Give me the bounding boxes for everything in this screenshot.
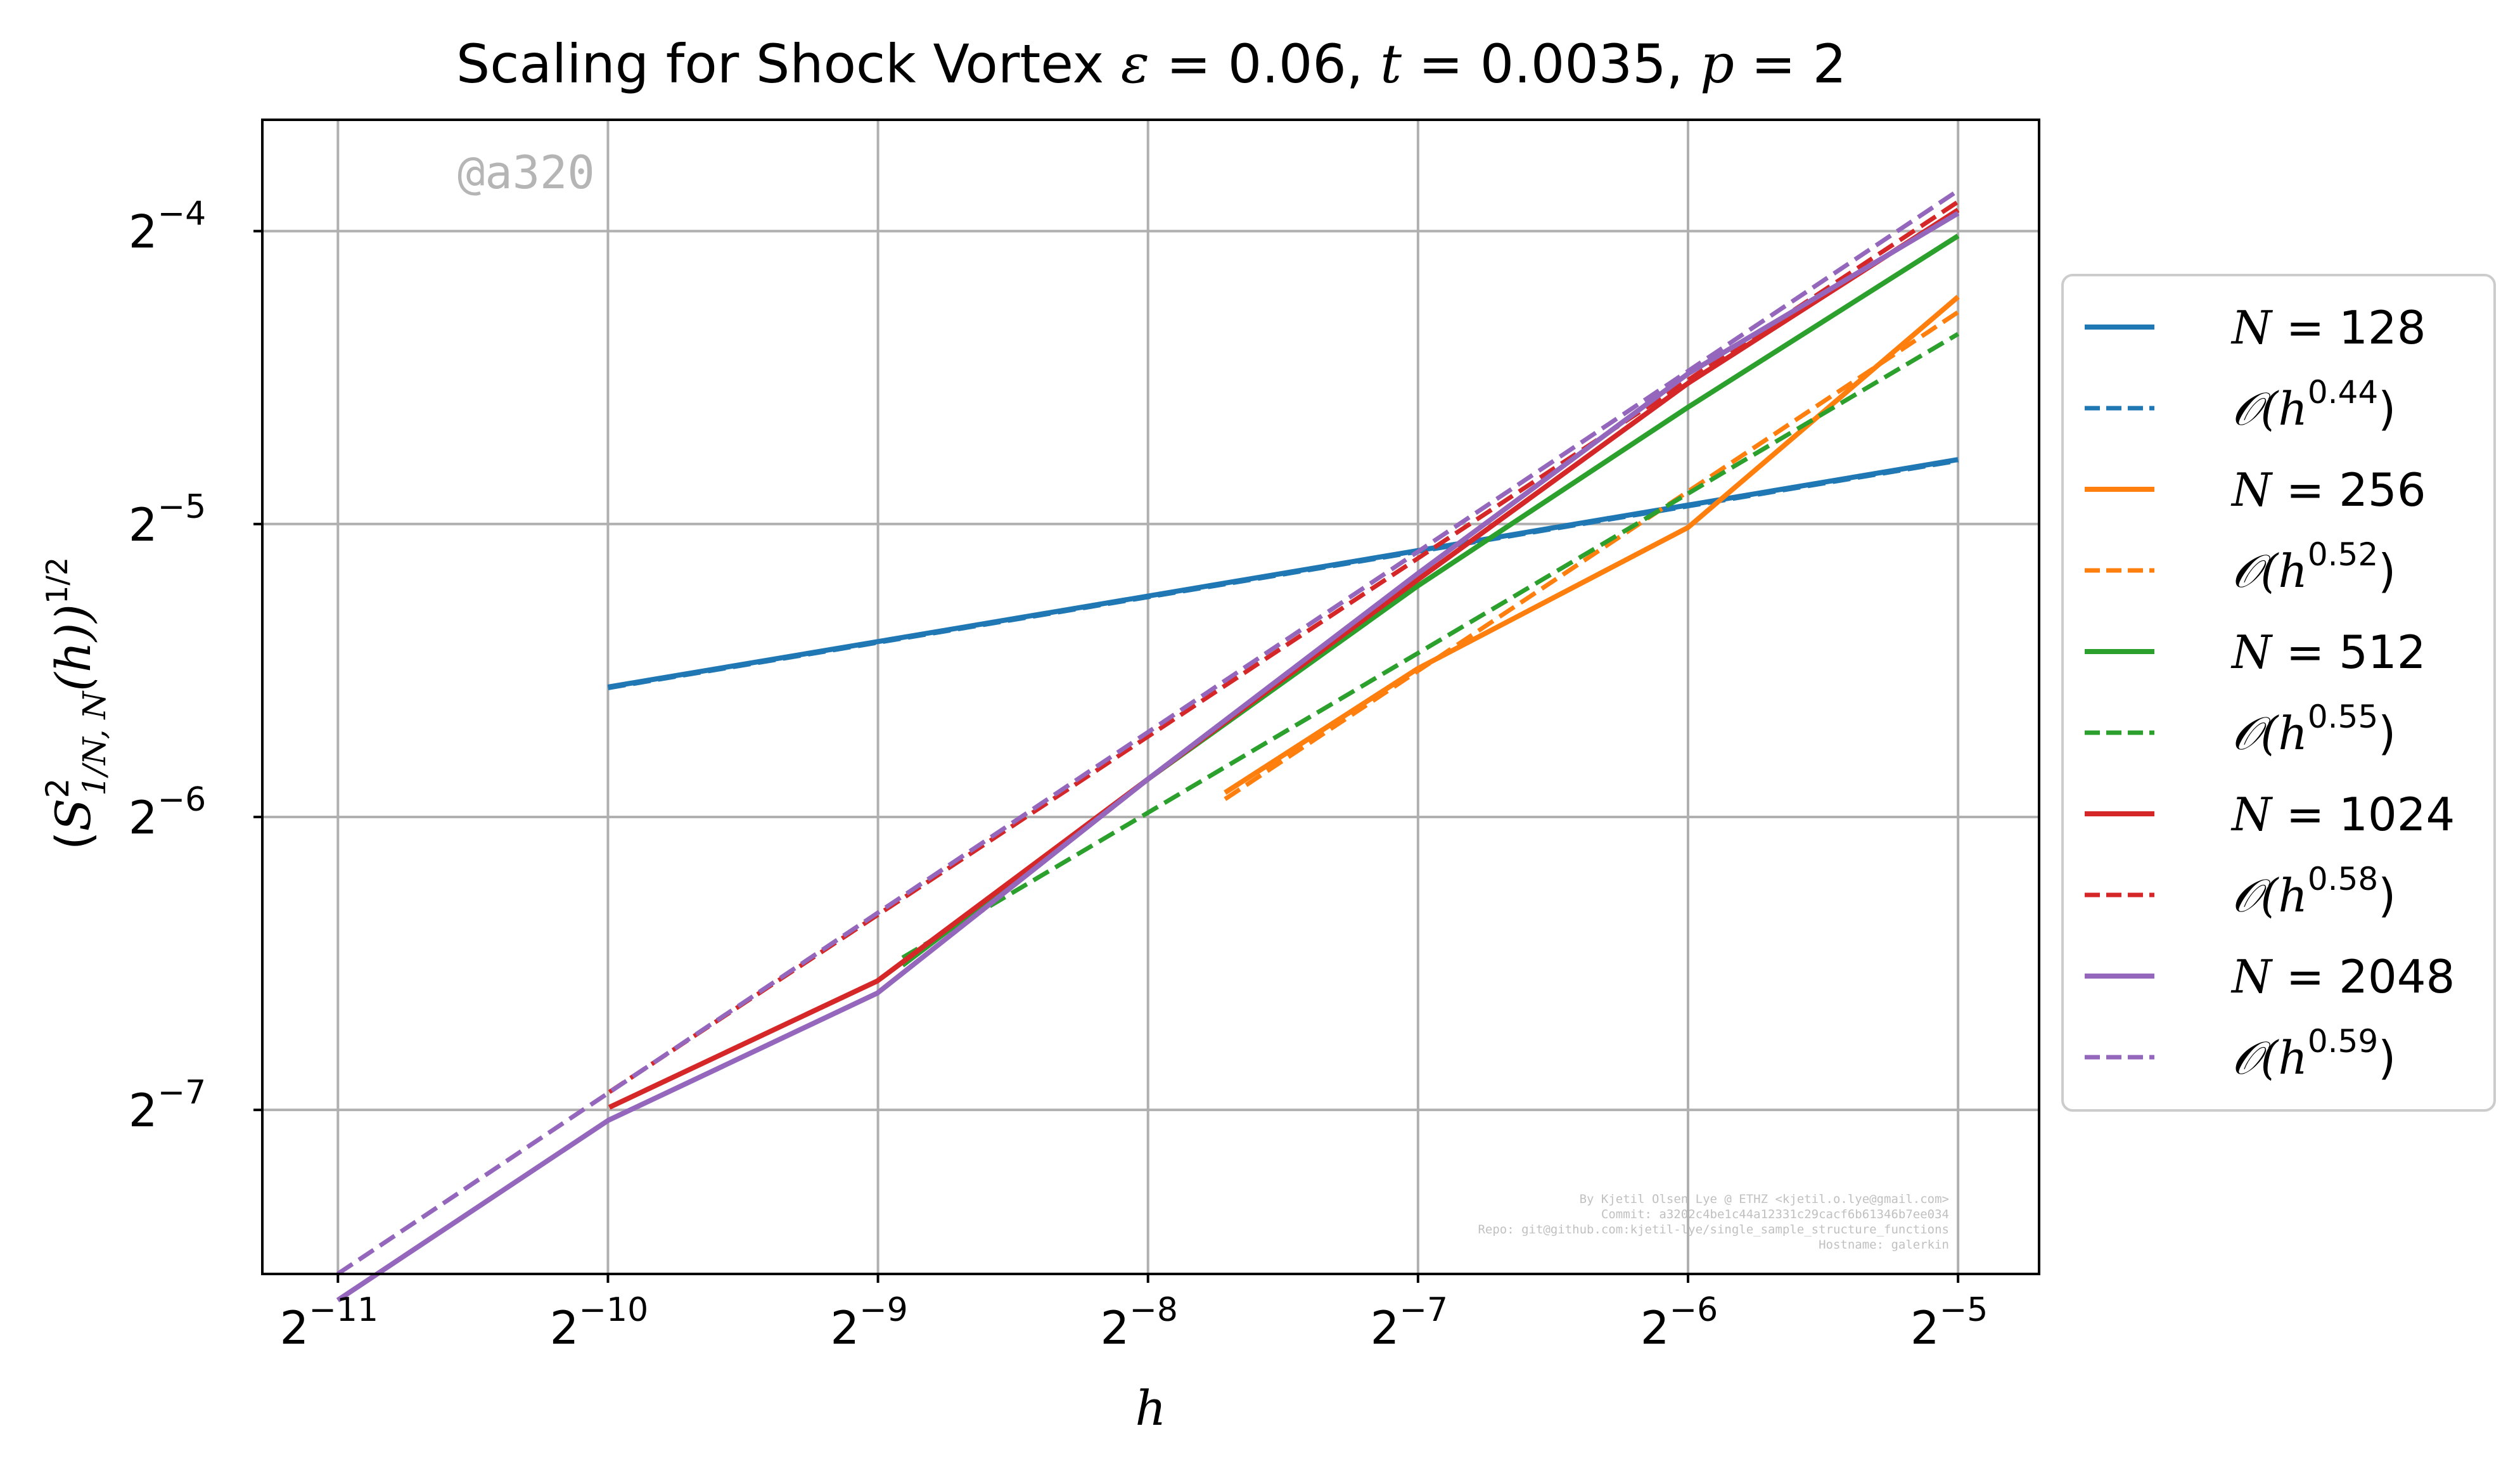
series-line--h-0.55- xyxy=(901,331,1959,960)
legend-entry: N = 2048 xyxy=(2085,950,2455,1003)
y-tick-label: 2−7 xyxy=(129,1074,206,1137)
legend: N = 128 𝒪(h0.44) N = 256 𝒪(h0.52) N = 512 𝒪(h… xyxy=(2061,274,2496,1112)
x-tick-label: 2−11 xyxy=(280,1291,379,1354)
legend-label: 𝒪(h0.59) xyxy=(2232,1023,2396,1084)
svg-text:(S21/N, N(h))1/2: (S21/N, N(h))1/2 xyxy=(39,557,113,850)
legend-entry: N = 1024 xyxy=(2085,788,2455,841)
series-line--h-0.59- xyxy=(336,188,1960,1276)
legend-entry: N = 256 xyxy=(2085,463,2426,517)
legend-label: 𝒪(h0.55) xyxy=(2232,698,2396,760)
legend-label: 𝒪(h0.52) xyxy=(2232,536,2396,598)
legend-entry: N = 128 xyxy=(2085,301,2426,354)
x-tick-label: 2−9 xyxy=(830,1291,907,1354)
legend-entry: N = 512 xyxy=(2085,626,2426,679)
legend-box xyxy=(2061,274,2496,1112)
legend-label: N = 1024 xyxy=(2230,788,2455,841)
x-tick-label: 2−7 xyxy=(1371,1291,1448,1354)
legend-label: 𝒪(h0.44) xyxy=(2232,374,2396,435)
x-axis-label: h xyxy=(1135,1380,1167,1436)
y-tick-label: 2−5 xyxy=(129,488,206,551)
legend-label: 𝒪(h0.58) xyxy=(2232,861,2396,922)
x-tick-label: 2−8 xyxy=(1101,1291,1178,1354)
y-tick-label: 2−4 xyxy=(129,195,206,259)
y-axis-label: (S21/N, N(h))1/2 xyxy=(39,557,113,850)
legend-entry: 𝒪(h0.55) xyxy=(2085,698,2396,760)
legend-entry: 𝒪(h0.44) xyxy=(2085,374,2396,435)
legend-label: N = 128 xyxy=(2230,301,2426,354)
credits: By Kjetil Olsen Lye @ ETHZ <kjetil.o.lye… xyxy=(1478,1192,1949,1252)
svg-text:By Kjetil Olsen Lye @ ETHZ <kj: By Kjetil Olsen Lye @ ETHZ <kjetil.o.lye… xyxy=(1580,1192,1949,1206)
legend-label: N = 512 xyxy=(2230,626,2426,679)
x-tick-label: 2−5 xyxy=(1910,1291,1988,1354)
watermark-tag: @a320 xyxy=(457,146,595,199)
legend-entry: 𝒪(h0.52) xyxy=(2085,536,2396,598)
legend-label: N = 2048 xyxy=(2230,950,2455,1003)
series-line--h-0.44- xyxy=(607,458,1959,690)
chart-title: Scaling for Shock Vortex ε = 0.06, t = 0… xyxy=(456,33,1846,95)
legend-label: N = 256 xyxy=(2230,463,2426,517)
legend-entry: 𝒪(h0.59) xyxy=(2085,1023,2396,1084)
svg-text:Repo: git@github.com:kjetil-ly: Repo: git@github.com:kjetil-lye/single_s… xyxy=(1478,1223,1949,1237)
series-line--h-0.52- xyxy=(1224,310,1960,801)
svg-text:Hostname: galerkin: Hostname: galerkin xyxy=(1819,1238,1949,1252)
grid xyxy=(262,120,2039,1274)
axes-frame xyxy=(261,119,2040,1275)
axes-background xyxy=(262,120,2039,1274)
y-tick-label: 2−6 xyxy=(129,781,206,844)
legend-entry: 𝒪(h0.58) xyxy=(2085,861,2396,922)
x-tick-label: 2−6 xyxy=(1641,1291,1718,1354)
svg-text:Commit: a3202c4be1c44a12331c29: Commit: a3202c4be1c44a12331c29cacf6b6134… xyxy=(1601,1207,1949,1221)
series-layer xyxy=(336,188,1960,1302)
y-axis-ticks: 2−4 2−5 2−6 2−7 xyxy=(129,195,262,1137)
x-tick-label: 2−10 xyxy=(550,1291,649,1354)
x-axis-ticks: 2−11 2−10 2−9 2−8 2−7 2−6 2−5 xyxy=(280,1274,1988,1354)
